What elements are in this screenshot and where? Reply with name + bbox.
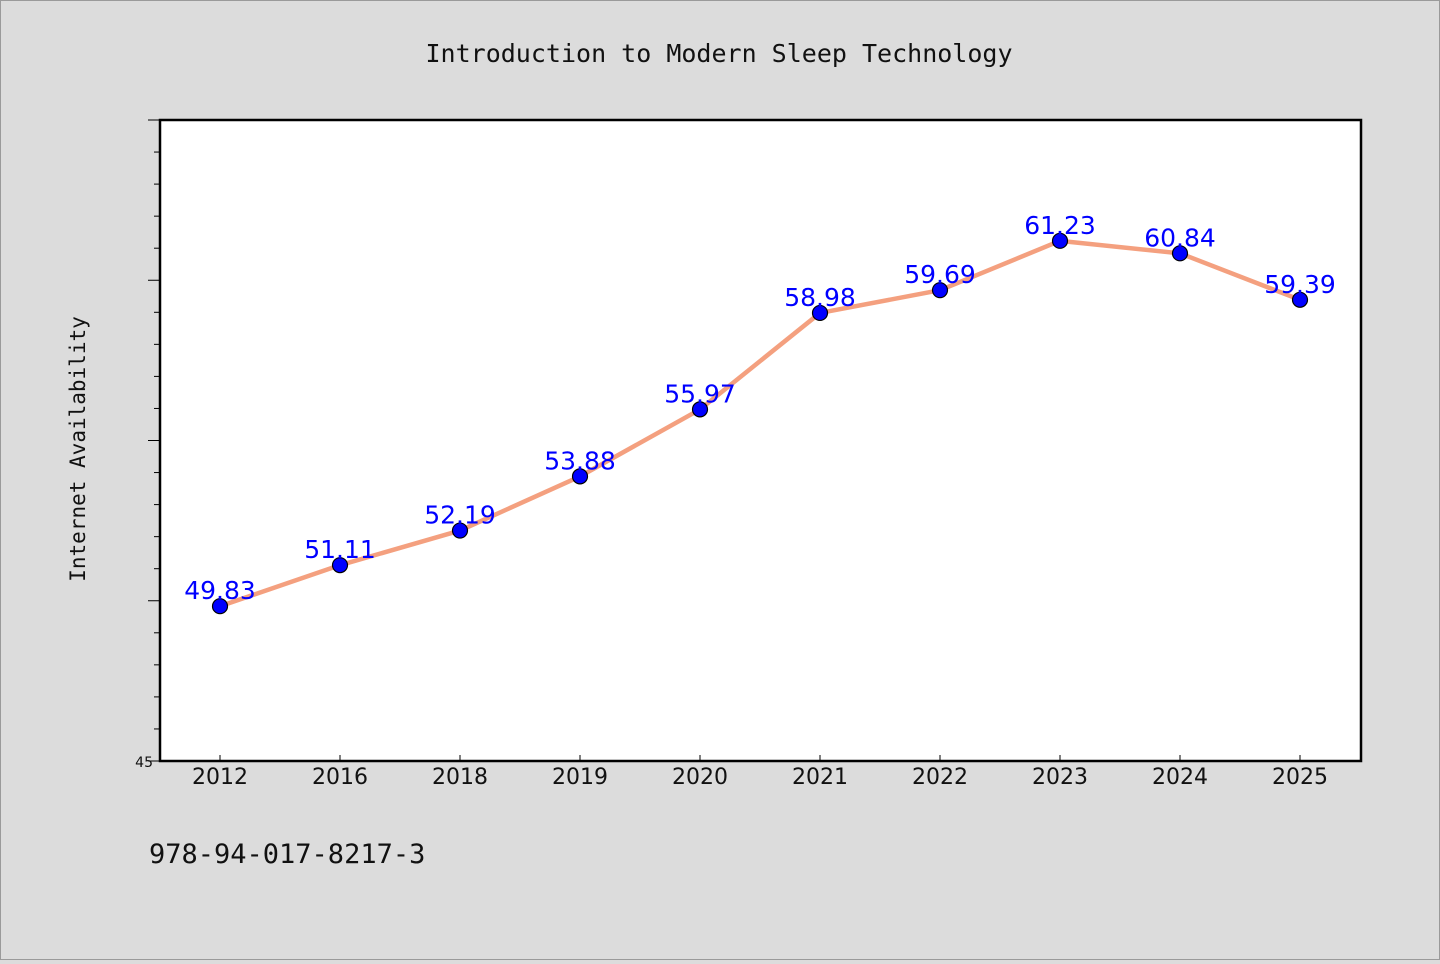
data-label: 49.83 [184, 576, 256, 605]
chart-title: Introduction to Modern Sleep Technology [426, 39, 1013, 68]
y-axis-label: Internet Availability [66, 316, 90, 582]
data-point [1051, 232, 1069, 249]
data-point [811, 304, 829, 322]
data-label: 52.19 [424, 501, 496, 530]
x-tick-label: 2022 [912, 765, 968, 790]
series-line [217, 238, 1303, 609]
x-tick-label: 2023 [1032, 765, 1088, 790]
data-label: 51.11 [304, 535, 376, 564]
series-marker-group [211, 232, 1309, 615]
data-point [571, 468, 589, 485]
x-tick-label: 2025 [1272, 765, 1328, 790]
data-label: 61.23 [1024, 211, 1096, 240]
data-point [451, 522, 469, 539]
y-axis-ticks [148, 119, 160, 762]
data-label: 55.97 [664, 379, 736, 408]
plot-area [158, 118, 1363, 763]
x-tick-label: 2018 [432, 765, 488, 790]
x-tick-label: 2021 [792, 765, 848, 790]
data-label: 58.98 [784, 283, 856, 312]
data-point [1291, 291, 1309, 308]
x-tick-label: 2020 [672, 765, 728, 790]
x-axis-tick-labels: 2012 2016 2018 2019 2020 2021 2022 2023 2024 2025 [192, 765, 1328, 790]
y-tick-label-min: 45 [135, 755, 153, 771]
data-label: 53.88 [544, 446, 616, 475]
data-label: 59.69 [904, 260, 976, 289]
series-line-group [217, 238, 1303, 609]
data-point [211, 598, 229, 615]
data-point [331, 557, 349, 574]
data-label: 60.84 [1144, 223, 1216, 252]
x-tick-label: 2024 [1152, 765, 1208, 790]
data-label-group: 49.83 51.11 52.19 53.88 55.97 58.98 59.69 61.23… [184, 211, 1336, 605]
data-point [691, 401, 709, 418]
x-tick-label: 2012 [192, 765, 248, 790]
x-tick-label: 2019 [552, 765, 608, 790]
isbn-text: 978-94-017-8217-3 [149, 839, 425, 870]
data-point [931, 282, 949, 299]
x-axis-ticks [219, 755, 1301, 761]
data-label: 59.39 [1264, 270, 1336, 299]
x-tick-label: 2016 [312, 765, 368, 790]
data-point [1171, 245, 1189, 262]
